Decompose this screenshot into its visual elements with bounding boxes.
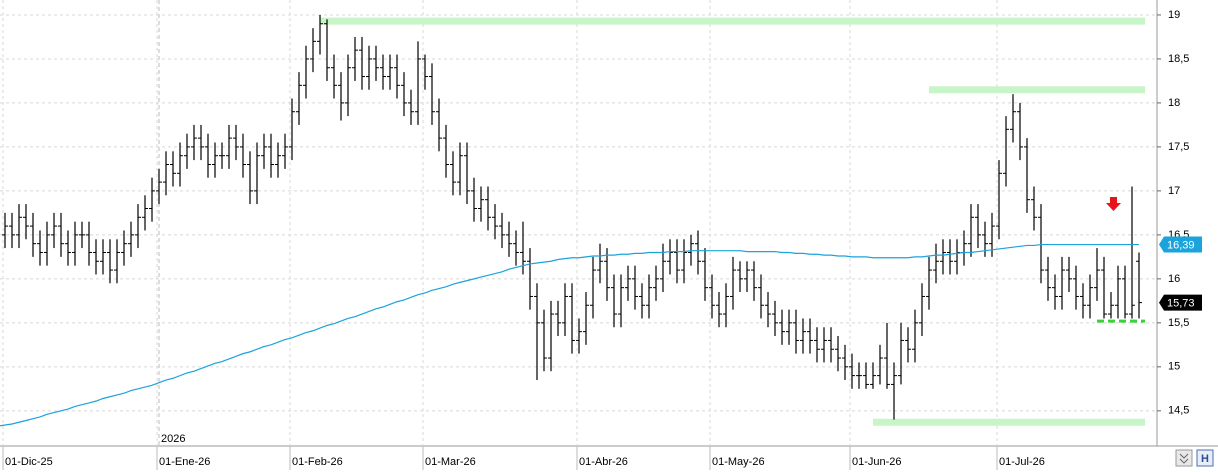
y-tick-label: 15,5 bbox=[1168, 317, 1189, 329]
y-tick-label: 18,5 bbox=[1168, 53, 1189, 65]
x-tick-label: 01-Dic-25 bbox=[5, 456, 53, 468]
icon-button[interactable] bbox=[1196, 449, 1214, 467]
x-tick-label: 01-Jul-26 bbox=[999, 456, 1045, 468]
x-tick-label: 01-Jun-26 bbox=[852, 456, 902, 468]
year-label: 2026 bbox=[161, 433, 185, 445]
y-tick-label: 16 bbox=[1168, 273, 1180, 285]
x-tick-label: 01-Ene-26 bbox=[159, 456, 210, 468]
y-tick-label: 19 bbox=[1168, 9, 1180, 21]
x-tick-label: 01-Feb-26 bbox=[292, 456, 343, 468]
y-tick-label: 14,5 bbox=[1168, 405, 1189, 417]
moving-average bbox=[0, 243, 1139, 427]
y-tick-label: 17,5 bbox=[1168, 141, 1189, 153]
y-tick-label: 17 bbox=[1168, 185, 1180, 197]
y-tick-label: 18 bbox=[1168, 97, 1180, 109]
x-tick-label: 01-Mar-26 bbox=[425, 456, 476, 468]
x-tick-label: 01-May-26 bbox=[712, 456, 765, 468]
price-label: 15,73 bbox=[1167, 298, 1195, 310]
price-label-box bbox=[1159, 294, 1202, 311]
price-label: 16,39 bbox=[1167, 239, 1195, 251]
icon-glyph: H bbox=[1201, 453, 1209, 465]
price-label-box bbox=[1159, 236, 1202, 253]
x-tick-label: 01-Abr-26 bbox=[579, 456, 628, 468]
icon-glyph bbox=[1179, 453, 1189, 464]
signal-arrow bbox=[1106, 197, 1121, 211]
y-tick-label: 15 bbox=[1168, 361, 1180, 373]
